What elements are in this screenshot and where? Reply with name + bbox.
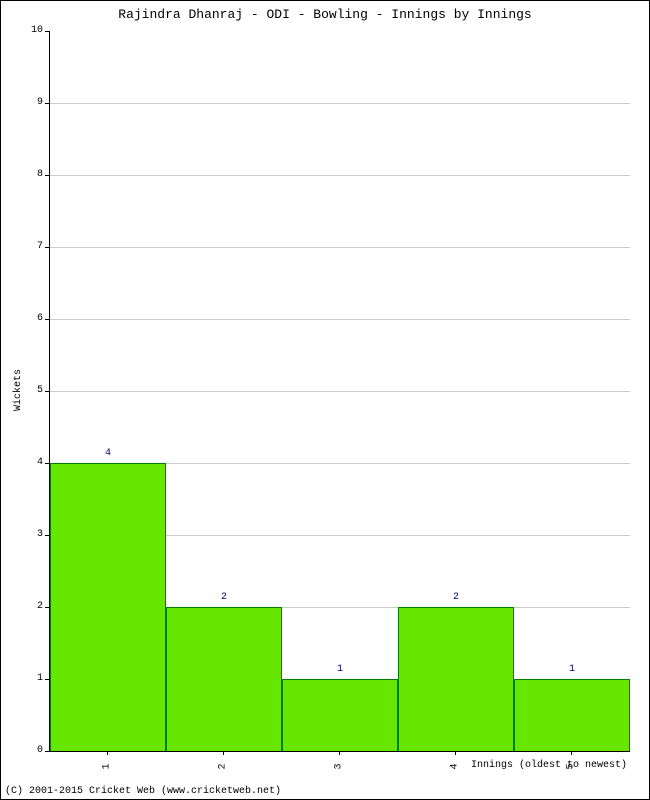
bar-value-label: 4 <box>93 448 123 459</box>
bar-value-label: 2 <box>209 592 239 603</box>
ytick-mark <box>45 751 49 752</box>
gridline <box>50 319 630 320</box>
xtick-mark <box>223 751 224 755</box>
gridline <box>50 175 630 176</box>
gridline <box>50 391 630 392</box>
ytick-label: 1 <box>19 673 43 684</box>
xtick-label: 2 <box>218 757 229 777</box>
x-axis-label: Innings (oldest to newest) <box>471 760 627 771</box>
ytick-mark <box>45 607 49 608</box>
ytick-mark <box>45 175 49 176</box>
ytick-label: 4 <box>19 457 43 468</box>
bar <box>514 679 630 751</box>
xtick-mark <box>339 751 340 755</box>
xtick-label: 5 <box>566 757 577 777</box>
bar <box>50 463 166 751</box>
ytick-mark <box>45 535 49 536</box>
xtick-label: 3 <box>334 757 345 777</box>
chart-container: Rajindra Dhanraj - ODI - Bowling - Innin… <box>0 0 650 800</box>
gridline <box>50 247 630 248</box>
ytick-label: 7 <box>19 241 43 252</box>
ytick-label: 3 <box>19 529 43 540</box>
xtick-mark <box>107 751 108 755</box>
ytick-label: 8 <box>19 169 43 180</box>
bar-value-label: 1 <box>325 664 355 675</box>
bar <box>398 607 514 751</box>
ytick-label: 5 <box>19 385 43 396</box>
ytick-label: 6 <box>19 313 43 324</box>
bar-value-label: 2 <box>441 592 471 603</box>
bar-value-label: 1 <box>557 664 587 675</box>
ytick-label: 2 <box>19 601 43 612</box>
ytick-mark <box>45 319 49 320</box>
copyright-text: (C) 2001-2015 Cricket Web (www.cricketwe… <box>5 786 281 797</box>
xtick-label: 1 <box>102 757 113 777</box>
xtick-label: 4 <box>450 757 461 777</box>
ytick-mark <box>45 247 49 248</box>
ytick-label: 0 <box>19 745 43 756</box>
gridline <box>50 103 630 104</box>
ytick-label: 10 <box>19 25 43 36</box>
ytick-mark <box>45 463 49 464</box>
ytick-mark <box>45 679 49 680</box>
ytick-mark <box>45 103 49 104</box>
xtick-mark <box>571 751 572 755</box>
bar <box>282 679 398 751</box>
xtick-mark <box>455 751 456 755</box>
chart-title: Rajindra Dhanraj - ODI - Bowling - Innin… <box>1 7 649 22</box>
ytick-mark <box>45 31 49 32</box>
bar <box>166 607 282 751</box>
ytick-mark <box>45 391 49 392</box>
ytick-label: 9 <box>19 97 43 108</box>
plot-area: 4 2 1 2 1 <box>49 31 630 752</box>
